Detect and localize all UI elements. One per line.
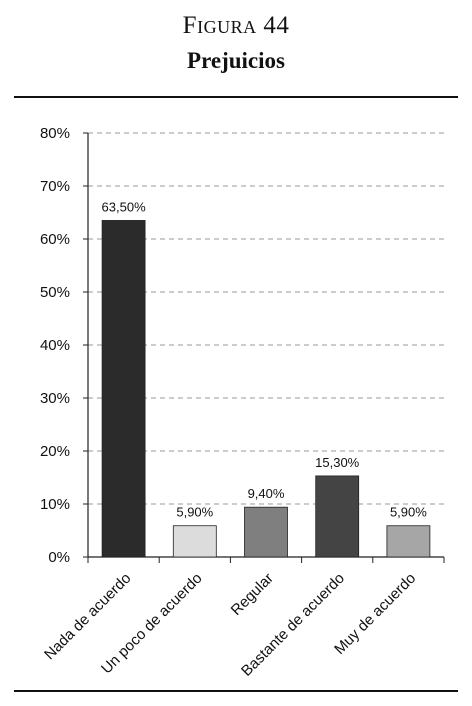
- y-tick-label: 40%: [40, 337, 70, 354]
- y-tick-labels: 0% 10% 20% 30% 40% 50% 60% 70% 80%: [40, 125, 70, 566]
- y-tick-label: 80%: [40, 125, 70, 142]
- y-tick-label: 60%: [40, 231, 70, 248]
- y-tick-label: 30%: [40, 390, 70, 407]
- bars: [101, 220, 431, 558]
- data-label: 15,30%: [315, 455, 360, 470]
- bar: [315, 475, 360, 558]
- y-tick-label: 70%: [40, 178, 70, 195]
- x-tick-label: Regular: [228, 570, 277, 619]
- data-label: 5,90%: [390, 505, 427, 520]
- data-label: 5,90%: [176, 505, 213, 520]
- y-tick-label: 0%: [48, 549, 70, 566]
- bar: [172, 525, 217, 558]
- data-label: 63,50%: [102, 199, 147, 214]
- y-tick-label: 20%: [40, 443, 70, 460]
- y-tick-label: 10%: [40, 496, 70, 513]
- data-label: 9,40%: [248, 486, 285, 501]
- data-labels: 63,50% 5,90% 9,40% 15,30% 5,90%: [102, 199, 428, 519]
- bottom-rule: [14, 690, 458, 692]
- bar: [244, 506, 288, 558]
- bar: [386, 525, 431, 558]
- top-rule: [14, 96, 458, 98]
- bar: [101, 220, 146, 558]
- y-tick-label: 50%: [40, 284, 70, 301]
- chart-title: Prejuicios: [187, 48, 285, 73]
- figure-label: Figura 44: [182, 12, 290, 39]
